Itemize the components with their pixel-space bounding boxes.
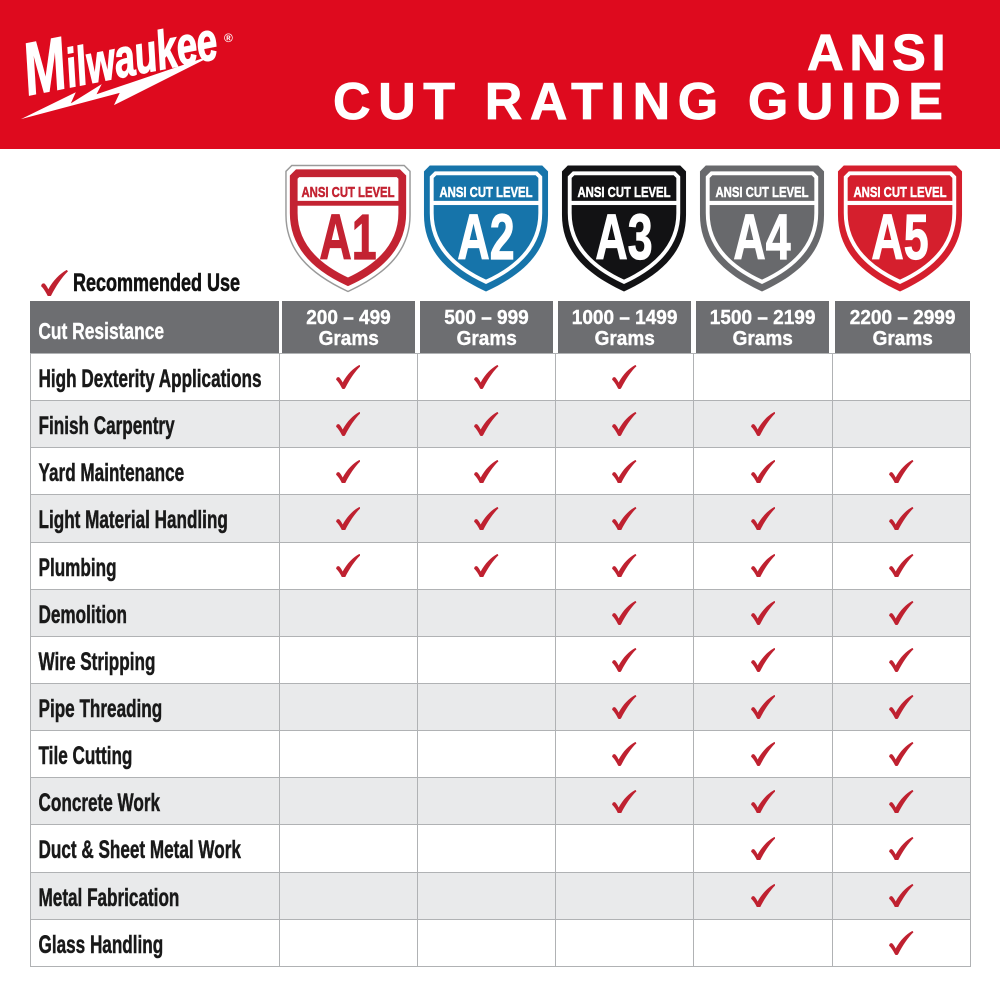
svg-text:A2: A2 bbox=[457, 201, 514, 273]
svg-text:ANSI CUT LEVEL: ANSI CUT LEVEL bbox=[439, 185, 532, 201]
svg-text:ANSI CUT LEVEL: ANSI CUT LEVEL bbox=[301, 185, 394, 201]
svg-text:A1: A1 bbox=[319, 201, 376, 273]
svg-text:A3: A3 bbox=[595, 201, 652, 273]
svg-text:A4: A4 bbox=[733, 201, 790, 273]
svg-text:ANSI CUT LEVEL: ANSI CUT LEVEL bbox=[577, 185, 670, 201]
svg-text:ANSI CUT LEVEL: ANSI CUT LEVEL bbox=[853, 185, 946, 201]
svg-text:ANSI CUT LEVEL: ANSI CUT LEVEL bbox=[715, 185, 808, 201]
svg-text:A5: A5 bbox=[871, 201, 928, 273]
svg-text:®: ® bbox=[224, 31, 233, 45]
